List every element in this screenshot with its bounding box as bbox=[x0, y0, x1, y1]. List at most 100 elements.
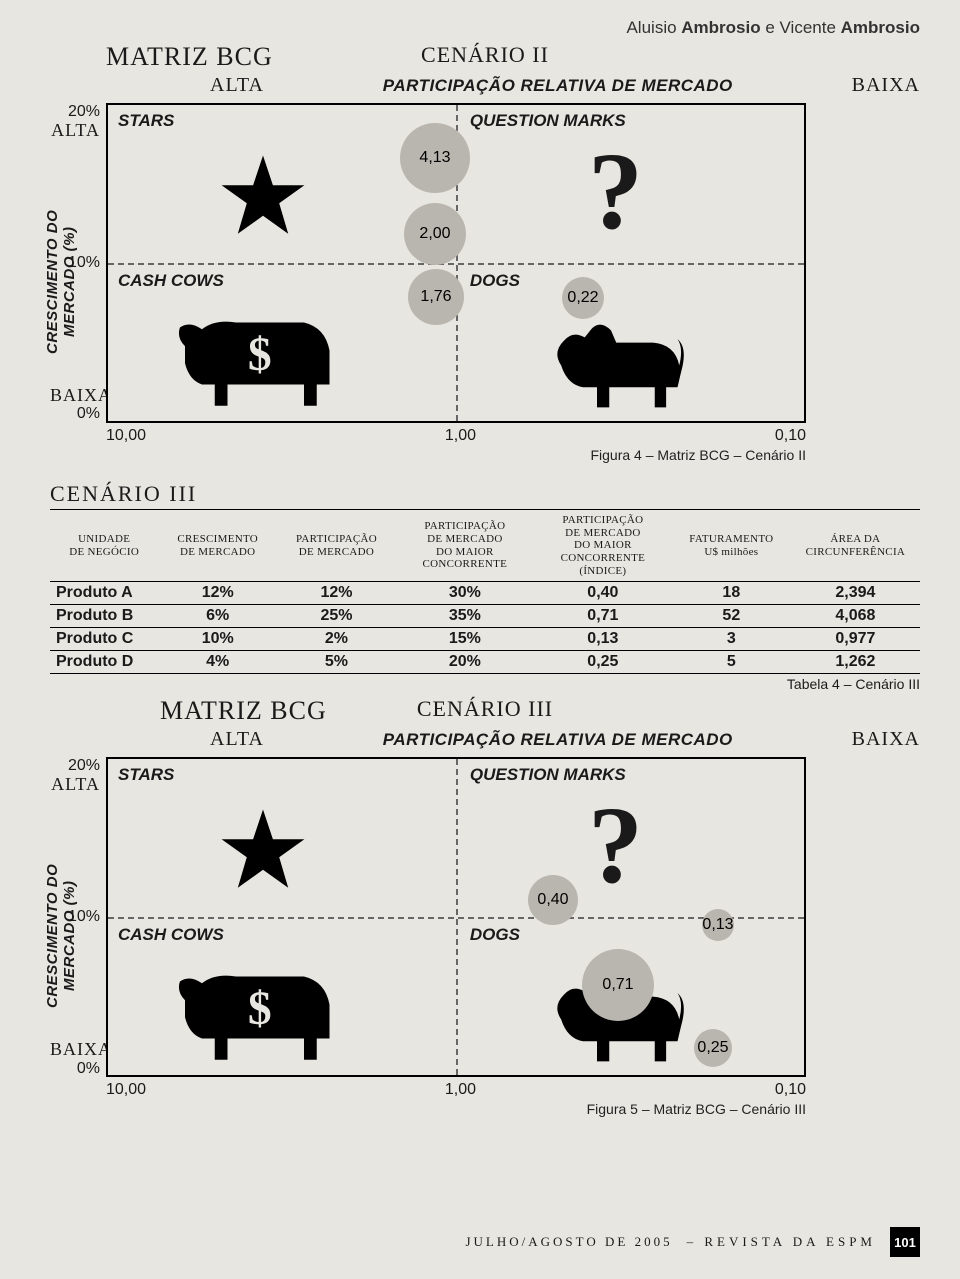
matrix1-x-title: PARTICIPAÇÃO RELATIVA DE MERCADO bbox=[383, 76, 733, 96]
matrix2-scenario: CENÁRIO III bbox=[417, 696, 553, 722]
table-header: FATURAMENTOU$ milhões bbox=[672, 510, 791, 582]
matrix2-caption: Figura 5 – Matriz BCG – Cenário III bbox=[50, 1101, 806, 1117]
x2-0: 10,00 bbox=[106, 1081, 146, 1099]
matrix1-y-title: CRESCIMENTO DO MERCADO (%) bbox=[44, 172, 78, 392]
table-header: UNIDADEDE NEGÓCIO bbox=[50, 510, 158, 582]
table-cell: Produto A bbox=[50, 582, 158, 605]
authors-b2: Ambrosio bbox=[841, 18, 920, 37]
table-row: Produto D4%5%20%0,2551,262 bbox=[50, 651, 920, 674]
table-cell: 25% bbox=[277, 605, 396, 628]
grid-hline bbox=[108, 917, 804, 919]
matrix2-y-title: CRESCIMENTO DO MERCADO (%) bbox=[44, 826, 78, 1046]
table-cell: 4,068 bbox=[791, 605, 920, 628]
table-header: PARTICIPAÇÃODE MERCADODO MAIORCONCORRENT… bbox=[534, 510, 672, 582]
table-cell: 5% bbox=[277, 651, 396, 674]
table-header: PARTICIPAÇÃODE MERCADO bbox=[277, 510, 396, 582]
label-stars: STARS bbox=[118, 111, 174, 131]
label-cash-cows: CASH COWS bbox=[118, 925, 224, 945]
table-cell: 0,977 bbox=[791, 628, 920, 651]
matrix1-caption: Figura 4 – Matriz BCG – Cenário II bbox=[50, 447, 806, 463]
table-row: Produto A12%12%30%0,40182,394 bbox=[50, 582, 920, 605]
matrix1-grid: STARS QUESTION MARKS CASH COWS DOGS ? $ … bbox=[106, 103, 806, 423]
table-header: ÁREA DACIRCUNFERÊNCIA bbox=[791, 510, 920, 582]
dog-icon bbox=[548, 301, 688, 421]
matrix1-x-ticks: 10,00 1,00 0,10 bbox=[106, 427, 806, 445]
table-cell: 2% bbox=[277, 628, 396, 651]
label-question-marks: QUESTION MARKS bbox=[470, 111, 626, 131]
table-cell: 2,394 bbox=[791, 582, 920, 605]
table-header: CRESCIMENTODE MERCADO bbox=[158, 510, 277, 582]
question-mark-icon: ? bbox=[588, 147, 643, 235]
matrix-bcg-cenario-2: MATRIZ BCG CENÁRIO II ALTA PARTICIPAÇÃO … bbox=[50, 42, 920, 463]
authors-prefix: Aluisio bbox=[626, 18, 681, 37]
bubble: 0,25 bbox=[694, 1029, 732, 1067]
matrix1-x-right: BAIXA bbox=[852, 74, 920, 97]
y2-0: 20% bbox=[68, 757, 100, 774]
table-cell: 30% bbox=[396, 582, 534, 605]
y1-2: 0% bbox=[77, 405, 100, 422]
matrix1-x-left: ALTA bbox=[210, 74, 264, 97]
label-stars: STARS bbox=[118, 765, 174, 785]
table-cell: 52 bbox=[672, 605, 791, 628]
table-header: PARTICIPAÇÃODE MERCADODO MAIORCONCORRENT… bbox=[396, 510, 534, 582]
question-mark-icon: ? bbox=[588, 801, 643, 889]
bubble: 0,40 bbox=[528, 875, 578, 925]
label-cash-cows: CASH COWS bbox=[118, 271, 224, 291]
matrix2-x-right: BAIXA bbox=[852, 728, 920, 751]
footer-mag: – REVISTA DA ESPM bbox=[687, 1234, 876, 1250]
table-cell: Produto C bbox=[50, 628, 158, 651]
cenario3-table: UNIDADEDE NEGÓCIOCRESCIMENTODE MERCADOPA… bbox=[50, 509, 920, 674]
bubble: 1,76 bbox=[408, 269, 464, 325]
table-row: Produto C10%2%15%0,1330,977 bbox=[50, 628, 920, 651]
table-cell: 12% bbox=[277, 582, 396, 605]
table-cell: 0,13 bbox=[534, 628, 672, 651]
table-cell: 0,25 bbox=[534, 651, 672, 674]
x1-0: 10,00 bbox=[106, 427, 146, 445]
cenario3-title: CENÁRIO III bbox=[50, 481, 920, 507]
bubble: 4,13 bbox=[400, 123, 470, 193]
matrix-bcg-cenario-3: MATRIZ BCG CENÁRIO III ALTA PARTICIPAÇÃO… bbox=[50, 696, 920, 1117]
page-number: 101 bbox=[890, 1227, 920, 1257]
footer-date: JULHO/AGOSTO DE 2005 bbox=[465, 1234, 672, 1250]
table-cell: 20% bbox=[396, 651, 534, 674]
table-cell: 12% bbox=[158, 582, 277, 605]
bubble: 0,71 bbox=[582, 949, 654, 1021]
label-dogs: DOGS bbox=[470, 925, 520, 945]
matrix1-scenario: CENÁRIO II bbox=[421, 42, 549, 68]
x2-1: 1,00 bbox=[445, 1081, 476, 1099]
table-cell: 5 bbox=[672, 651, 791, 674]
table-cell: 15% bbox=[396, 628, 534, 651]
table-caption-text: Tabela 4 – Cenário III bbox=[787, 676, 920, 692]
svg-text:$: $ bbox=[248, 329, 272, 381]
table-cell: Produto D bbox=[50, 651, 158, 674]
cow-icon: $ bbox=[168, 953, 338, 1073]
y2-2: 0% bbox=[77, 1060, 100, 1077]
matrix1-title: MATRIZ BCG bbox=[106, 42, 273, 72]
authors-line: Aluisio Ambrosio e Vicente Ambrosio bbox=[50, 18, 920, 38]
x1-2: 0,10 bbox=[775, 427, 806, 445]
page-footer: JULHO/AGOSTO DE 2005 – REVISTA DA ESPM 1… bbox=[465, 1227, 920, 1257]
y1-0: 20% bbox=[68, 103, 100, 120]
svg-text:$: $ bbox=[248, 983, 272, 1035]
table-cell: 6% bbox=[158, 605, 277, 628]
bubble: 0,13 bbox=[702, 909, 734, 941]
table-cell: 1,262 bbox=[791, 651, 920, 674]
table-cell: Produto B bbox=[50, 605, 158, 628]
matrix2-x-title: PARTICIPAÇÃO RELATIVA DE MERCADO bbox=[383, 730, 733, 750]
grid-hline bbox=[108, 263, 804, 265]
table-cell: 18 bbox=[672, 582, 791, 605]
table-cell: 35% bbox=[396, 605, 534, 628]
matrix2-title: MATRIZ BCG bbox=[160, 696, 327, 726]
star-icon bbox=[218, 151, 308, 241]
label-question-marks: QUESTION MARKS bbox=[470, 765, 626, 785]
authors-mid: e Vicente bbox=[761, 18, 841, 37]
matrix2-grid: STARS QUESTION MARKS CASH COWS DOGS ? $ … bbox=[106, 757, 806, 1077]
table-cell: 10% bbox=[158, 628, 277, 651]
y2-0s: ALTA bbox=[51, 774, 100, 794]
x1-1: 1,00 bbox=[445, 427, 476, 445]
x2-2: 0,10 bbox=[775, 1081, 806, 1099]
authors-b1: Ambrosio bbox=[681, 18, 760, 37]
label-dogs: DOGS bbox=[470, 271, 520, 291]
cow-icon: $ bbox=[168, 299, 338, 419]
table-cell: 0,40 bbox=[534, 582, 672, 605]
